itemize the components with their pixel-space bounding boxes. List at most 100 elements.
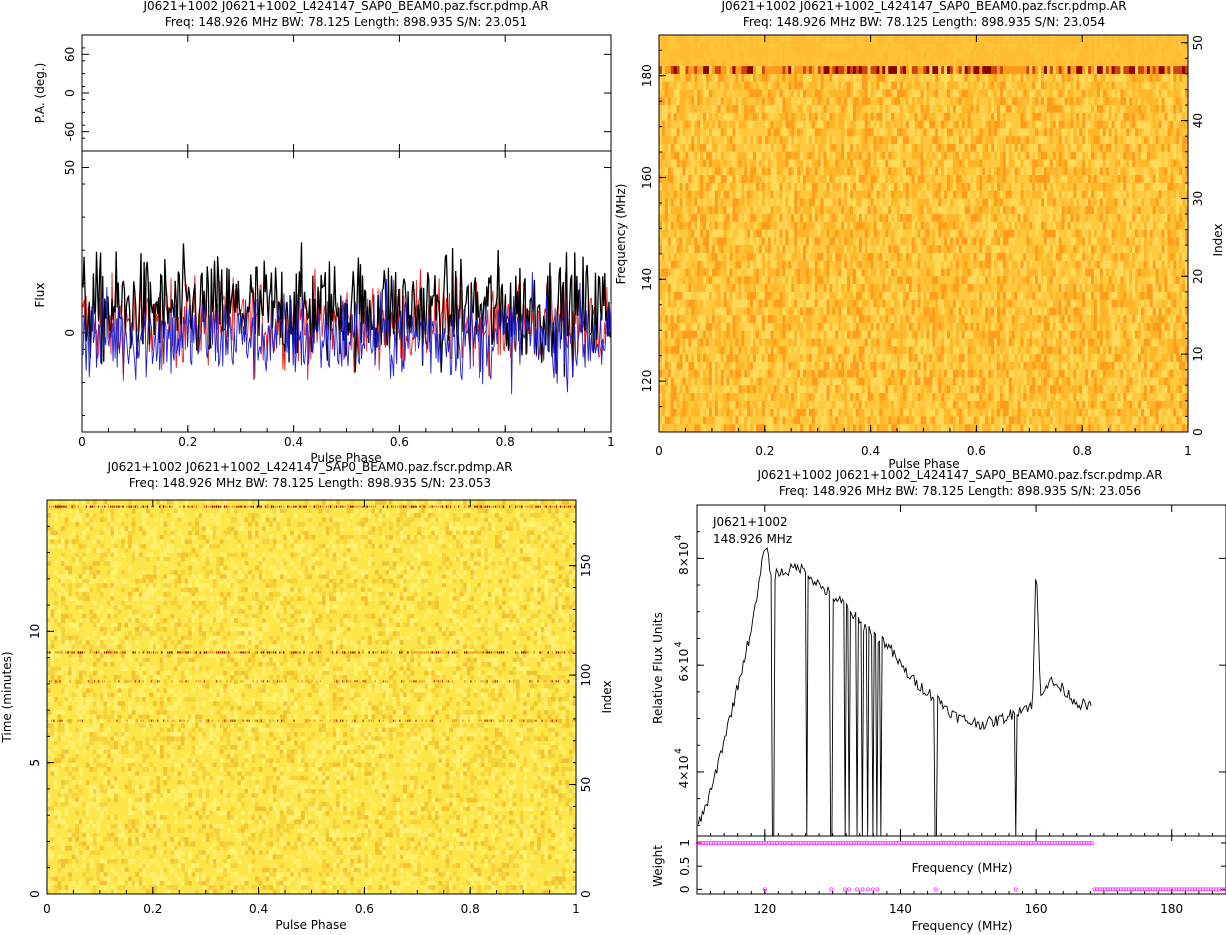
heatmap-cell (967, 136, 971, 145)
heatmap-cell (932, 50, 936, 59)
heatmap-cell (776, 175, 780, 184)
heatmap-cell (726, 89, 730, 98)
heatmap-cell (1099, 151, 1104, 160)
heatmap-cell (850, 136, 854, 145)
heatmap-cell (1182, 128, 1186, 137)
heatmap-cell (726, 182, 730, 192)
heatmap-cell (1129, 58, 1133, 67)
heatmap-cell (1111, 81, 1115, 90)
heatmap-cell (1046, 128, 1051, 137)
heatmap-cell (938, 237, 942, 246)
heatmap-cell (1176, 182, 1180, 192)
heatmap-cell (1102, 120, 1107, 129)
heatmap-cell (891, 159, 895, 168)
heatmap-cell (1049, 221, 1054, 230)
heatmap-cell (1026, 206, 1030, 215)
heatmap-cell (947, 112, 951, 122)
heatmap-cell (861, 182, 866, 192)
heatmap-cell (706, 167, 710, 176)
heatmap-cell (741, 182, 745, 192)
heatmap-cell (670, 245, 675, 254)
heatmap-cell (985, 214, 989, 223)
heatmap-cell (1123, 237, 1127, 246)
heatmap-cell (1088, 214, 1092, 223)
heatmap-cell (1155, 229, 1160, 238)
heatmap-cell (844, 73, 848, 83)
heatmap-cell (964, 159, 968, 168)
heatmap-cell (826, 81, 830, 90)
heatmap-cell (773, 229, 777, 238)
heatmap-cell (779, 190, 783, 199)
heatmap-cell (788, 58, 792, 67)
heatmap-cell (929, 198, 933, 207)
heatmap-cell (967, 190, 971, 199)
heatmap-cell (741, 245, 745, 254)
heatmap-cell (1158, 97, 1162, 106)
heatmap-cell (797, 229, 801, 238)
heatmap-cell (1161, 105, 1165, 114)
heatmap-cell (1079, 229, 1083, 238)
heatmap-cell (944, 167, 948, 176)
heatmap-cell (949, 175, 954, 184)
heatmap-cell (1167, 42, 1171, 51)
heatmap-cell (935, 66, 939, 75)
heatmap-cell (1023, 112, 1027, 122)
heatmap-cell (1091, 198, 1095, 207)
heatmap-cell (1008, 159, 1013, 168)
heatmap-cell (826, 175, 830, 184)
heatmap-cell (935, 58, 939, 67)
heatmap-cell (841, 66, 845, 75)
heatmap-cell (1020, 89, 1024, 98)
heatmap-cell (1061, 221, 1065, 230)
heatmap-cell (811, 81, 816, 90)
heatmap-cell (899, 58, 904, 67)
heatmap-cell (967, 229, 971, 238)
heatmap-cell (785, 151, 789, 160)
heatmap-cell (697, 206, 701, 215)
heatmap-cell (1064, 206, 1068, 215)
heatmap-cell (1091, 167, 1095, 176)
heatmap-cell (908, 50, 913, 59)
heatmap-cell (1073, 35, 1077, 44)
heatmap-cell (864, 66, 869, 75)
heatmap-cell (1185, 58, 1189, 67)
heatmap-cell (841, 159, 845, 168)
heatmap-cell (1173, 89, 1177, 98)
heatmap-cell (917, 73, 921, 83)
heatmap-cell (685, 73, 689, 83)
heatmap-cell (1082, 136, 1086, 145)
heatmap-cell (864, 35, 869, 44)
heatmap-cell (917, 175, 921, 184)
heatmap-cell (996, 167, 1001, 176)
heatmap-cell (888, 182, 892, 192)
heatmap-cell (1055, 73, 1060, 83)
heatmap-cell (761, 97, 766, 106)
heatmap-cell (664, 73, 669, 83)
heatmap-cell (1008, 151, 1013, 160)
heatmap-cell (1143, 190, 1148, 199)
heatmap-cell (1149, 167, 1154, 176)
heatmap-cell (685, 221, 689, 230)
heatmap-cell (876, 198, 880, 207)
heatmap-cell (967, 198, 971, 207)
heatmap-cell (694, 136, 698, 145)
heatmap-cell (911, 66, 916, 75)
heatmap-cell (1179, 105, 1183, 114)
heatmap-cell (826, 229, 830, 238)
heatmap-cell (947, 89, 951, 98)
heatmap-cell (1099, 214, 1104, 223)
heatmap-cell (926, 105, 930, 114)
heatmap-cell (914, 81, 919, 90)
heatmap-cell (767, 35, 772, 44)
heatmap-cell (1114, 66, 1118, 75)
heatmap-cell (1096, 136, 1101, 145)
heatmap-cell (929, 214, 933, 223)
heatmap-cell (800, 151, 804, 160)
heatmap-cell (706, 81, 710, 90)
heatmap-cell (803, 167, 807, 176)
heatmap-cell (1182, 42, 1186, 51)
heatmap-cell (1155, 35, 1160, 44)
heatmap-cell (855, 214, 860, 223)
heatmap-cell (864, 143, 869, 153)
heatmap-cell (1076, 136, 1080, 145)
